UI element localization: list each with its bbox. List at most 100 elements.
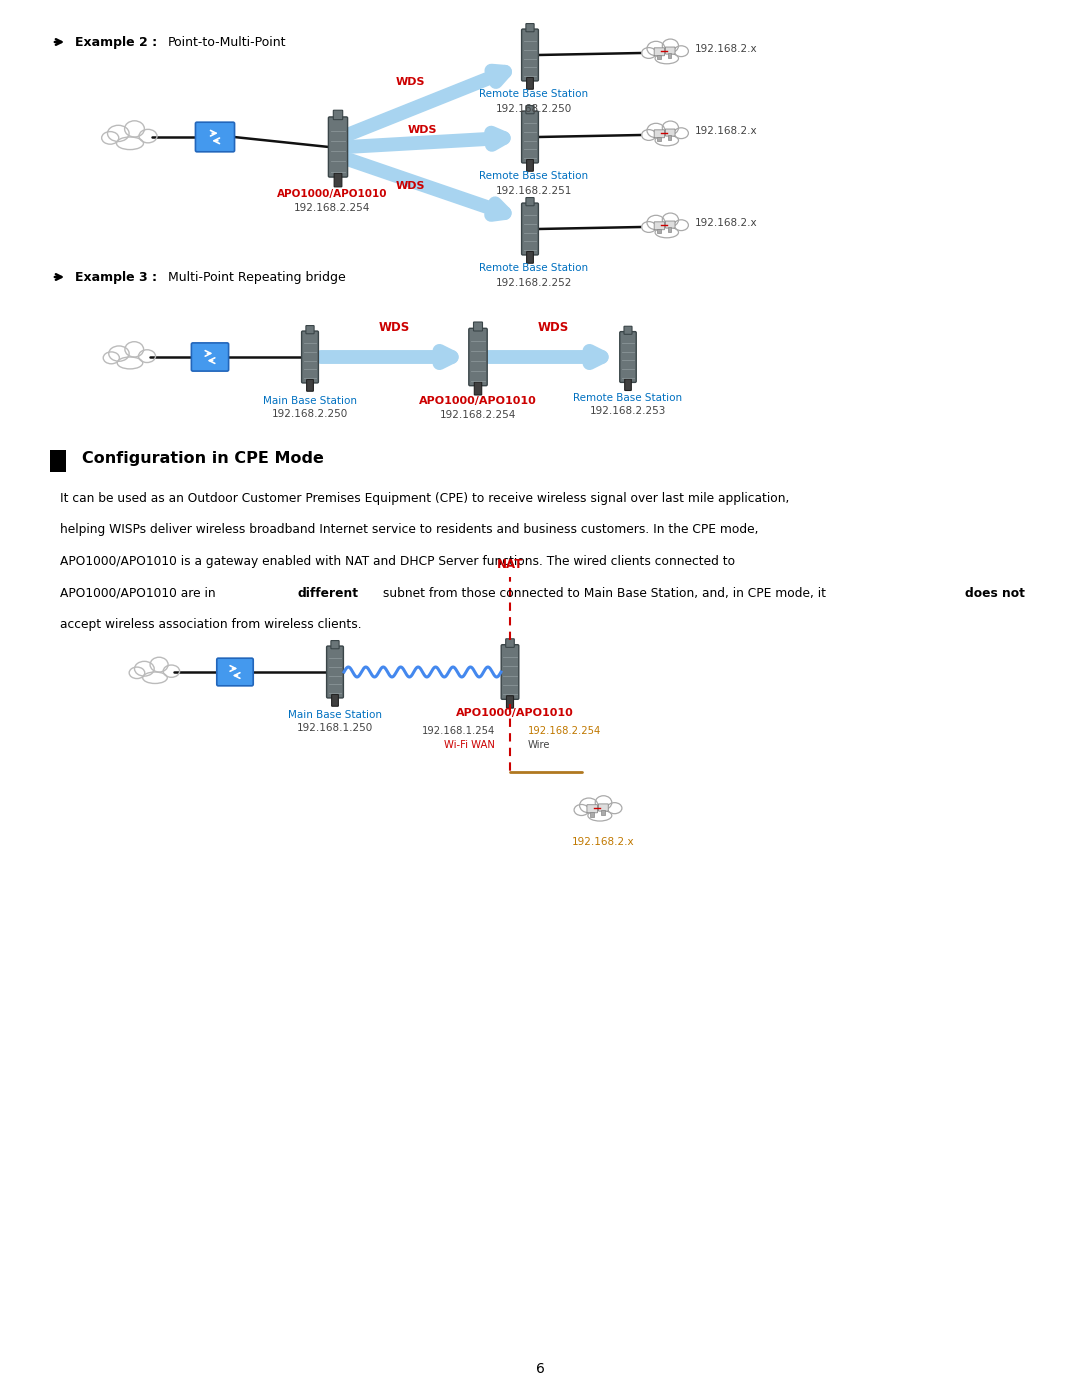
Ellipse shape	[138, 349, 156, 363]
FancyBboxPatch shape	[657, 229, 661, 233]
Text: Wi-Fi WAN: Wi-Fi WAN	[444, 740, 495, 750]
FancyBboxPatch shape	[598, 803, 608, 812]
FancyBboxPatch shape	[526, 24, 535, 32]
FancyBboxPatch shape	[527, 159, 534, 172]
FancyBboxPatch shape	[507, 696, 514, 708]
Ellipse shape	[656, 136, 678, 145]
Text: NAT: NAT	[497, 557, 523, 571]
Text: APO1000/APO1010 is a gateway enabled with NAT and DHCP Server functions. The wir: APO1000/APO1010 is a gateway enabled wit…	[60, 555, 735, 569]
Text: accept wireless association from wireless clients.: accept wireless association from wireles…	[60, 617, 362, 631]
Text: WDS: WDS	[395, 77, 424, 87]
Text: Example 2 :: Example 2 :	[75, 35, 157, 49]
Text: APO1000/APO1010: APO1000/APO1010	[456, 708, 573, 718]
Text: Main Base Station: Main Base Station	[264, 395, 357, 407]
Text: APO1000/APO1010: APO1000/APO1010	[276, 189, 388, 198]
Text: 192.168.1.254: 192.168.1.254	[422, 726, 495, 736]
Ellipse shape	[575, 805, 589, 816]
FancyBboxPatch shape	[191, 342, 229, 372]
Text: 192.168.2.252: 192.168.2.252	[496, 278, 572, 288]
Text: 192.168.2.254: 192.168.2.254	[440, 409, 516, 420]
Ellipse shape	[642, 222, 656, 232]
Text: Configuration in CPE Mode: Configuration in CPE Mode	[82, 451, 324, 467]
Ellipse shape	[674, 219, 688, 231]
FancyBboxPatch shape	[522, 29, 539, 81]
Text: different: different	[297, 587, 357, 599]
FancyBboxPatch shape	[657, 54, 661, 60]
Ellipse shape	[139, 130, 157, 142]
Text: 192.168.2.x: 192.168.2.x	[696, 218, 758, 228]
FancyBboxPatch shape	[669, 136, 672, 140]
FancyBboxPatch shape	[469, 328, 487, 386]
Text: Main Base Station: Main Base Station	[288, 710, 382, 719]
Text: APO1000/APO1010 are in: APO1000/APO1010 are in	[60, 587, 219, 599]
Ellipse shape	[104, 352, 120, 363]
FancyBboxPatch shape	[332, 694, 338, 707]
Ellipse shape	[124, 120, 145, 137]
Text: 192.168.2.x: 192.168.2.x	[696, 126, 758, 136]
FancyBboxPatch shape	[654, 222, 664, 229]
Ellipse shape	[674, 46, 688, 57]
FancyBboxPatch shape	[665, 221, 675, 228]
FancyBboxPatch shape	[217, 658, 253, 686]
FancyBboxPatch shape	[624, 379, 632, 391]
FancyBboxPatch shape	[657, 137, 661, 141]
Text: 192.168.2.250: 192.168.2.250	[496, 103, 572, 115]
Ellipse shape	[662, 122, 678, 134]
Ellipse shape	[150, 657, 168, 672]
FancyBboxPatch shape	[669, 53, 672, 57]
FancyBboxPatch shape	[654, 47, 664, 56]
Text: It can be used as an Outdoor Customer Premises Equipment (CPE) to receive wirele: It can be used as an Outdoor Customer Pr…	[60, 492, 789, 504]
FancyBboxPatch shape	[306, 326, 314, 334]
Ellipse shape	[135, 661, 154, 676]
FancyBboxPatch shape	[526, 197, 535, 205]
Ellipse shape	[642, 47, 656, 59]
FancyBboxPatch shape	[602, 810, 605, 814]
Ellipse shape	[662, 39, 678, 53]
Text: 192.168.2.254: 192.168.2.254	[528, 726, 602, 736]
Text: 192.168.2.250: 192.168.2.250	[272, 409, 348, 419]
FancyBboxPatch shape	[620, 331, 636, 383]
Text: APO1000/APO1010: APO1000/APO1010	[419, 395, 537, 407]
Text: 192.168.2.251: 192.168.2.251	[496, 186, 572, 196]
Ellipse shape	[656, 53, 678, 64]
Ellipse shape	[674, 127, 688, 138]
Text: Remote Base Station: Remote Base Station	[480, 89, 589, 99]
Text: 6: 6	[536, 1362, 544, 1376]
Ellipse shape	[117, 137, 144, 149]
Text: Remote Base Station: Remote Base Station	[480, 263, 589, 272]
FancyBboxPatch shape	[654, 130, 664, 138]
Ellipse shape	[647, 215, 665, 229]
FancyBboxPatch shape	[473, 321, 483, 331]
Ellipse shape	[108, 126, 130, 141]
Text: 192.168.1.250: 192.168.1.250	[297, 724, 373, 733]
FancyBboxPatch shape	[326, 645, 343, 698]
Text: WDS: WDS	[395, 182, 424, 191]
FancyBboxPatch shape	[195, 122, 234, 152]
Ellipse shape	[109, 346, 130, 362]
FancyBboxPatch shape	[307, 380, 313, 391]
Ellipse shape	[588, 810, 611, 821]
Ellipse shape	[102, 131, 119, 144]
FancyBboxPatch shape	[501, 644, 518, 700]
FancyBboxPatch shape	[522, 203, 539, 254]
FancyBboxPatch shape	[586, 805, 597, 813]
FancyBboxPatch shape	[334, 173, 342, 187]
Text: Remote Base Station: Remote Base Station	[573, 393, 683, 402]
Bar	[50, 450, 66, 472]
Ellipse shape	[662, 214, 678, 226]
Text: does not: does not	[966, 587, 1025, 599]
Text: Multi-Point Repeating bridge: Multi-Point Repeating bridge	[168, 271, 346, 284]
Text: Wire: Wire	[528, 740, 551, 750]
Ellipse shape	[647, 42, 665, 56]
FancyBboxPatch shape	[330, 641, 339, 648]
Ellipse shape	[656, 226, 678, 237]
FancyBboxPatch shape	[328, 117, 348, 177]
Ellipse shape	[163, 665, 179, 678]
Ellipse shape	[130, 668, 145, 679]
FancyBboxPatch shape	[474, 381, 482, 395]
Text: Example 3 :: Example 3 :	[75, 271, 157, 284]
FancyBboxPatch shape	[669, 226, 672, 232]
Ellipse shape	[125, 342, 144, 358]
FancyBboxPatch shape	[334, 110, 342, 120]
FancyBboxPatch shape	[527, 77, 534, 89]
